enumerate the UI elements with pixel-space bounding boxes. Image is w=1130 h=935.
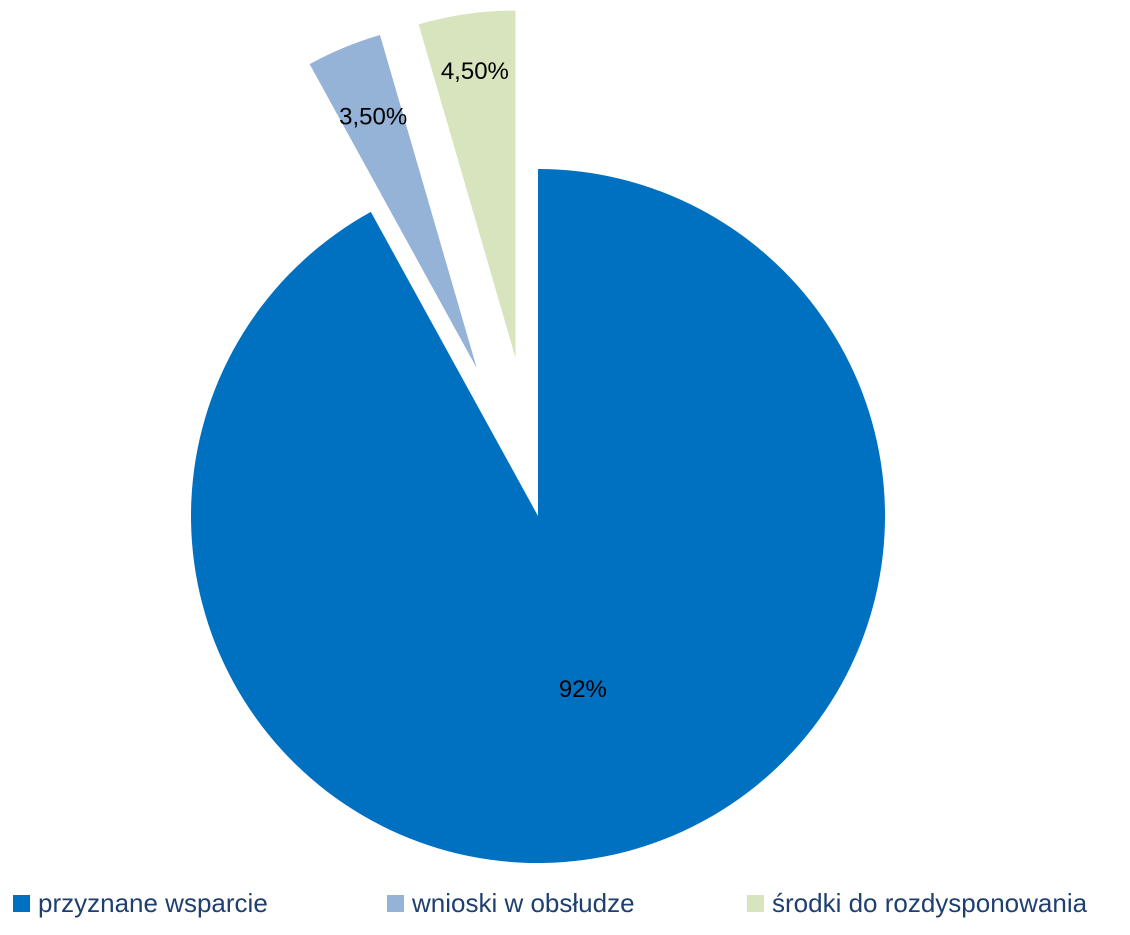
slice-labels: 92% 3,50% 4,50% bbox=[339, 58, 607, 703]
pie-slice-1 bbox=[309, 34, 477, 369]
legend-swatch bbox=[747, 895, 764, 912]
legend-label: środki do rozdysponowania bbox=[772, 888, 1088, 918]
chart-legend: przyznane wsparcie wnioski w obsłudze śr… bbox=[0, 888, 1130, 928]
legend-item-przyznane-wsparcie: przyznane wsparcie bbox=[13, 888, 268, 919]
slice-value-label-0: 92% bbox=[559, 676, 607, 703]
pie-slices bbox=[190, 10, 885, 863]
legend-label: wnioski w obsłudze bbox=[412, 888, 635, 918]
legend-item-wnioski-w-obsludze: wnioski w obsłudze bbox=[387, 888, 635, 919]
legend-label: przyznane wsparcie bbox=[38, 888, 268, 918]
legend-swatch bbox=[387, 895, 404, 912]
legend-swatch bbox=[13, 895, 30, 912]
pie-slice-0 bbox=[190, 169, 885, 863]
legend-item-srodki-do-rozdysponowania: środki do rozdysponowania bbox=[747, 888, 1087, 919]
slice-value-label-1: 3,50% bbox=[339, 103, 407, 130]
pie-slice-2 bbox=[418, 10, 516, 358]
slice-value-label-2: 4,50% bbox=[441, 58, 509, 85]
